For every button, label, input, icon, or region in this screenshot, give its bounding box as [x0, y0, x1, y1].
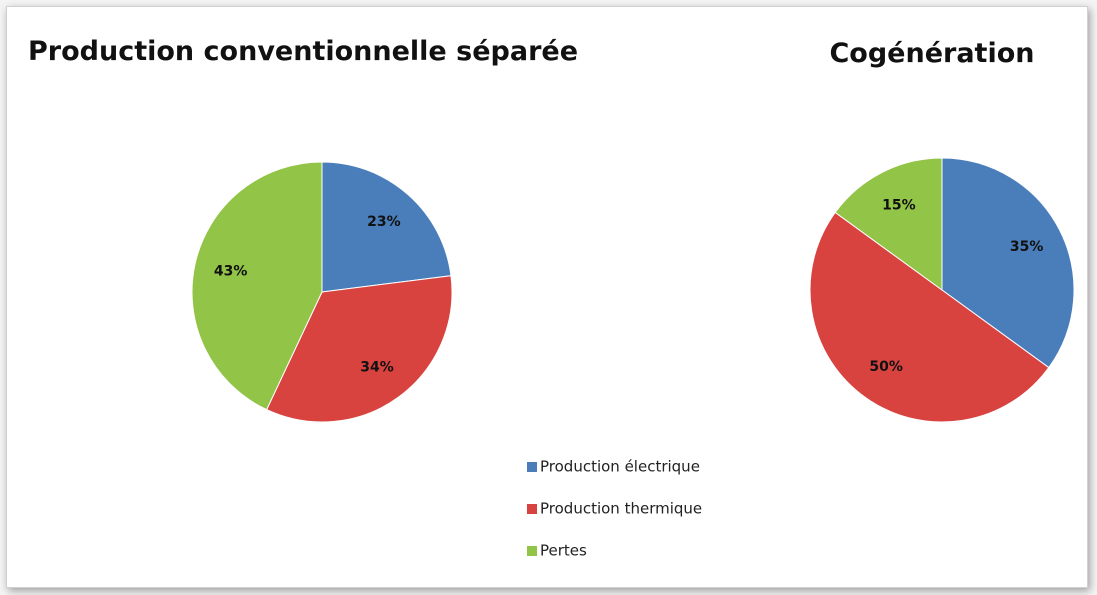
chart-title: Production conventionnelle séparée	[28, 36, 578, 67]
pie-slice	[834, 157, 943, 291]
legend-swatch	[527, 504, 537, 514]
legend-swatch	[527, 462, 537, 472]
pie-slice	[941, 157, 1075, 369]
legend-swatch	[527, 546, 537, 556]
pie-slice	[809, 211, 1050, 423]
legend-label: Pertes	[540, 542, 587, 560]
data-label: 15%	[882, 197, 916, 213]
data-label: 34%	[360, 360, 394, 376]
data-label: 35%	[1010, 239, 1044, 255]
pie-slice	[321, 161, 452, 293]
chart-title: Cogénération	[829, 38, 1034, 69]
data-label: 50%	[869, 359, 903, 375]
pie-slice	[191, 161, 323, 411]
legend-label: Production électrique	[540, 458, 700, 476]
data-label: 43%	[214, 264, 248, 280]
legend-label: Production thermique	[540, 500, 702, 518]
data-label: 23%	[367, 214, 401, 230]
